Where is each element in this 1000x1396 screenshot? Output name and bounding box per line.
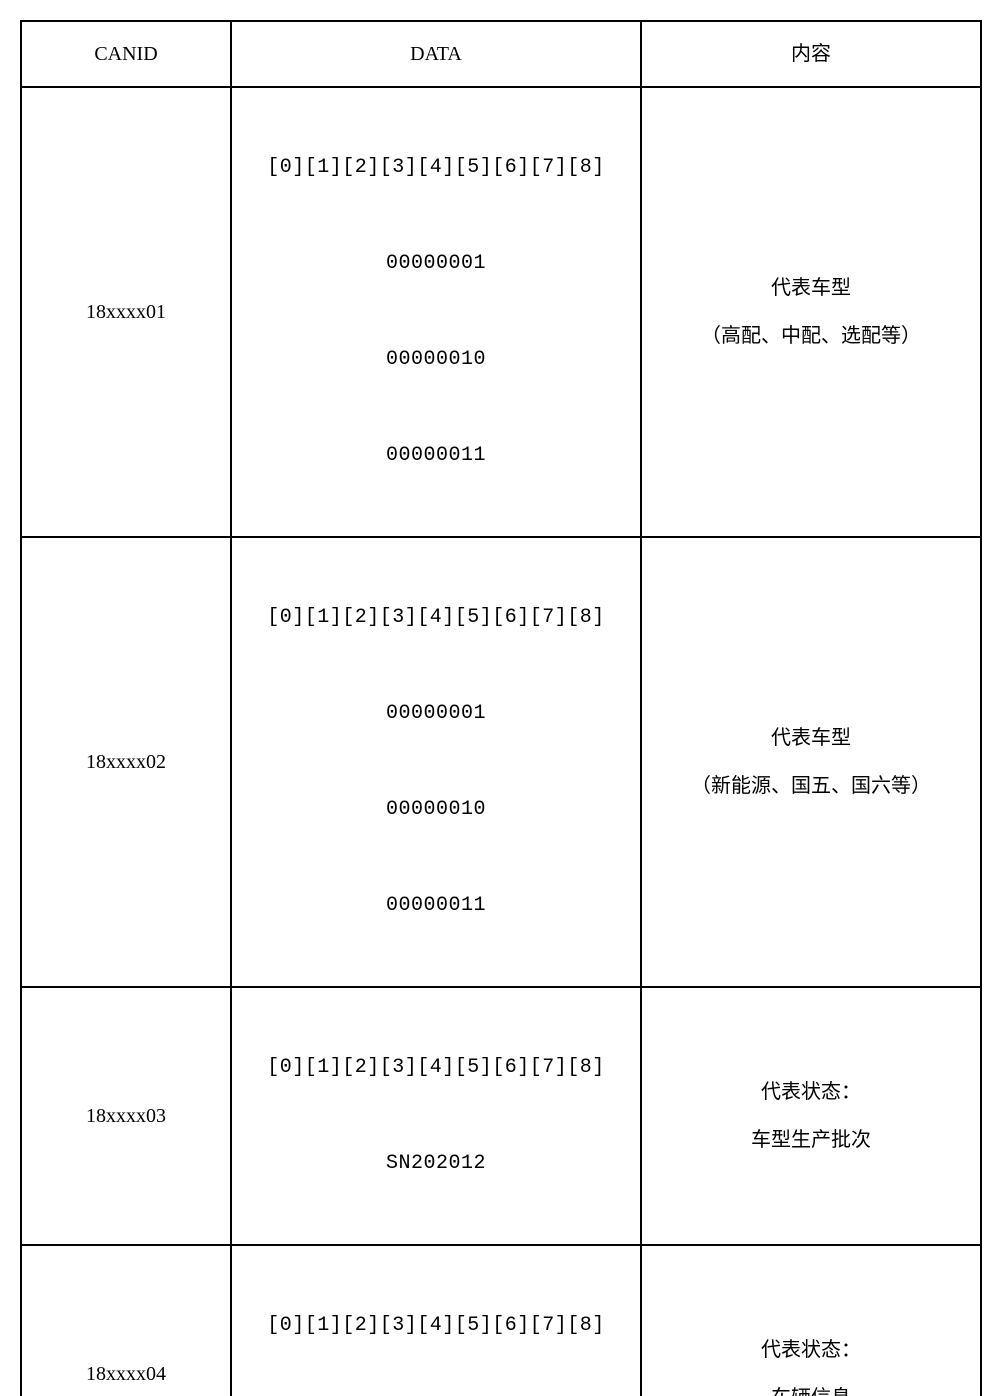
data-header-line: [0][1][2][3][4][5][6][7][8] bbox=[236, 1302, 636, 1350]
header-content: 内容 bbox=[641, 21, 981, 87]
canid-cell: 18xxxx04 bbox=[21, 1245, 231, 1396]
content-cell: 代表状态： 车型生产批次 bbox=[641, 987, 981, 1245]
data-value-line: 00000001 bbox=[236, 240, 636, 288]
table-row: 18xxxx03 [0][1][2][3][4][5][6][7][8] SN2… bbox=[21, 987, 981, 1245]
data-value-line: 00000010 bbox=[236, 336, 636, 384]
table-header-row: CANID DATA 内容 bbox=[21, 21, 981, 87]
data-header-line: [0][1][2][3][4][5][6][7][8] bbox=[236, 1044, 636, 1092]
data-cell: [0][1][2][3][4][5][6][7][8] 00000001 000… bbox=[231, 87, 641, 537]
content-cell: 代表车型 （高配、中配、选配等） bbox=[641, 87, 981, 537]
data-value-line: SN202012 bbox=[236, 1140, 636, 1188]
content-line: 代表状态： bbox=[646, 1068, 976, 1116]
content-line: 代表车型 bbox=[646, 714, 976, 762]
content-line: （高配、中配、选配等） bbox=[646, 312, 976, 360]
table-row: 18xxxx02 [0][1][2][3][4][5][6][7][8] 000… bbox=[21, 537, 981, 987]
canid-cell: 18xxxx03 bbox=[21, 987, 231, 1245]
data-value-line: 00000011 bbox=[236, 432, 636, 480]
header-canid: CANID bbox=[21, 21, 231, 87]
header-data: DATA bbox=[231, 21, 641, 87]
content-cell: 代表状态： 车辆信息 bbox=[641, 1245, 981, 1396]
can-data-table: CANID DATA 内容 18xxxx01 [0][1][2][3][4][5… bbox=[20, 20, 982, 1396]
data-header-line: [0][1][2][3][4][5][6][7][8] bbox=[236, 594, 636, 642]
canid-cell: 18xxxx01 bbox=[21, 87, 231, 537]
data-value-line: 00000001 bbox=[236, 690, 636, 738]
content-line: 车型生产批次 bbox=[646, 1116, 976, 1164]
data-cell: [0][1][2][3][4][5][6][7][8] 00000001 000… bbox=[231, 537, 641, 987]
table-row: 18xxxx04 [0][1][2][3][4][5][6][7][8] VIN… bbox=[21, 1245, 981, 1396]
table-row: 18xxxx01 [0][1][2][3][4][5][6][7][8] 000… bbox=[21, 87, 981, 537]
canid-cell: 18xxxx02 bbox=[21, 537, 231, 987]
content-cell: 代表车型 （新能源、国五、国六等） bbox=[641, 537, 981, 987]
data-value-line: 00000010 bbox=[236, 786, 636, 834]
data-cell: [0][1][2][3][4][5][6][7][8] SN202012 bbox=[231, 987, 641, 1245]
content-line: 车辆信息 bbox=[646, 1374, 976, 1396]
data-cell: [0][1][2][3][4][5][6][7][8] VIN12345 bbox=[231, 1245, 641, 1396]
content-line: 代表车型 bbox=[646, 264, 976, 312]
data-header-line: [0][1][2][3][4][5][6][7][8] bbox=[236, 144, 636, 192]
content-line: 代表状态： bbox=[646, 1326, 976, 1374]
data-value-line: 00000011 bbox=[236, 882, 636, 930]
content-line: （新能源、国五、国六等） bbox=[646, 762, 976, 810]
